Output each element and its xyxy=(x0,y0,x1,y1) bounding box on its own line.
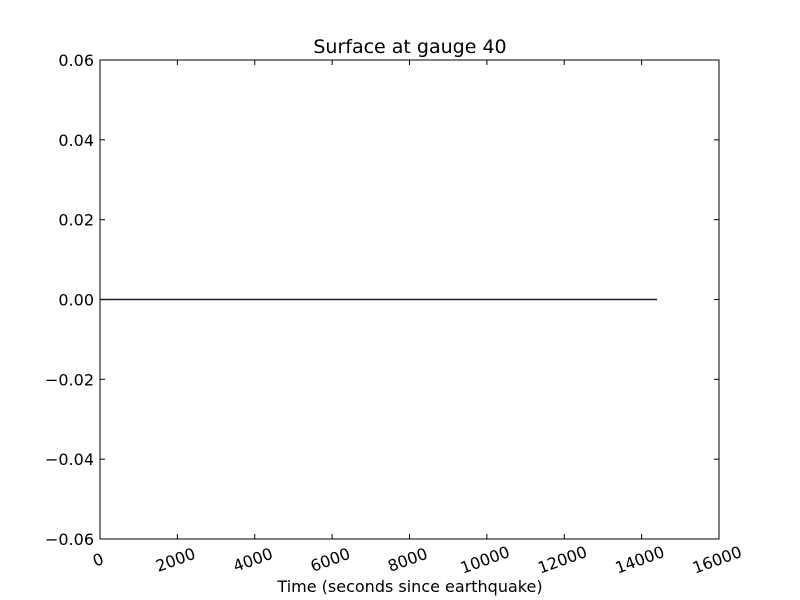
x-tick-label: 2000 xyxy=(153,544,198,576)
x-tick-label: 12000 xyxy=(535,542,589,577)
x-tick-label: 0 xyxy=(90,549,106,570)
x-tick-label: 8000 xyxy=(385,544,430,576)
y-tick-label: 0.06 xyxy=(58,51,94,70)
y-tick-label: 0.02 xyxy=(58,211,94,230)
x-tick-label: 4000 xyxy=(230,544,275,576)
x-tick-label: 16000 xyxy=(690,542,744,577)
y-tick-label: −0.06 xyxy=(45,530,94,549)
x-ticks: 0 2000 4000 6000 8000 10000 12000 14000 16000 xyxy=(90,60,744,577)
y-tick-label: 0.00 xyxy=(58,291,94,310)
x-tick-label: 10000 xyxy=(458,542,512,577)
y-tick-label: −0.04 xyxy=(45,450,94,469)
chart-title: Surface at gauge 40 xyxy=(313,36,506,58)
x-axis-label: Time (seconds since earthquake) xyxy=(276,577,542,596)
x-tick-label: 6000 xyxy=(308,544,353,576)
x-tick-label: 14000 xyxy=(613,542,667,577)
y-tick-label: 0.04 xyxy=(58,131,94,150)
y-tick-label: −0.02 xyxy=(45,370,94,389)
y-ticks: −0.06 −0.04 −0.02 0.00 0.02 0.04 0.06 xyxy=(45,51,719,549)
